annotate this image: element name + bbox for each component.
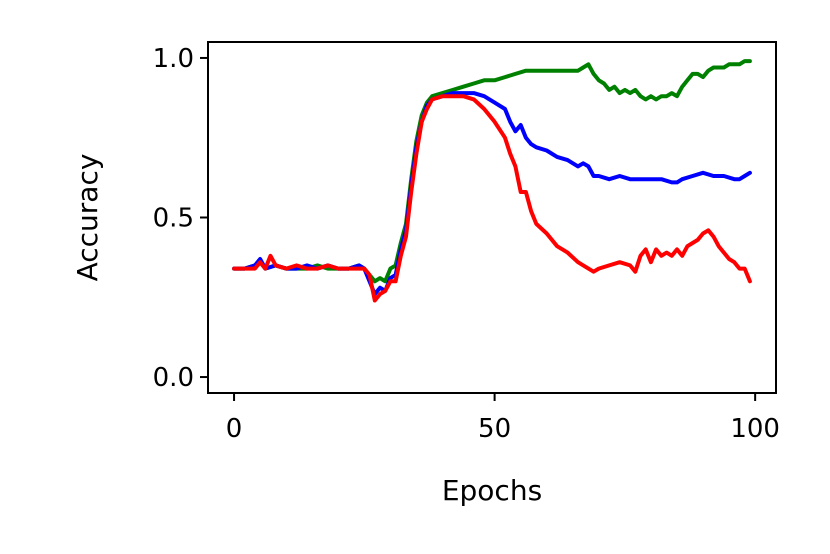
y-tick-label: 0.5 [153, 204, 194, 234]
y-tick-label: 1.0 [153, 44, 194, 74]
x-tick-label: 0 [226, 414, 243, 444]
x-tick-label: 100 [730, 414, 780, 444]
x-axis-label: Epochs [442, 474, 542, 507]
y-axis-label: Accuracy [71, 154, 104, 282]
y-tick-label: 0.0 [153, 363, 194, 393]
series-layer [232, 59, 752, 303]
x-tick-label: 50 [478, 414, 511, 444]
y-axis-ticks: 0.0 0.5 1.0 [153, 44, 208, 393]
series-line-3 [232, 94, 752, 303]
x-axis-ticks: 0 50 100 [226, 393, 780, 444]
